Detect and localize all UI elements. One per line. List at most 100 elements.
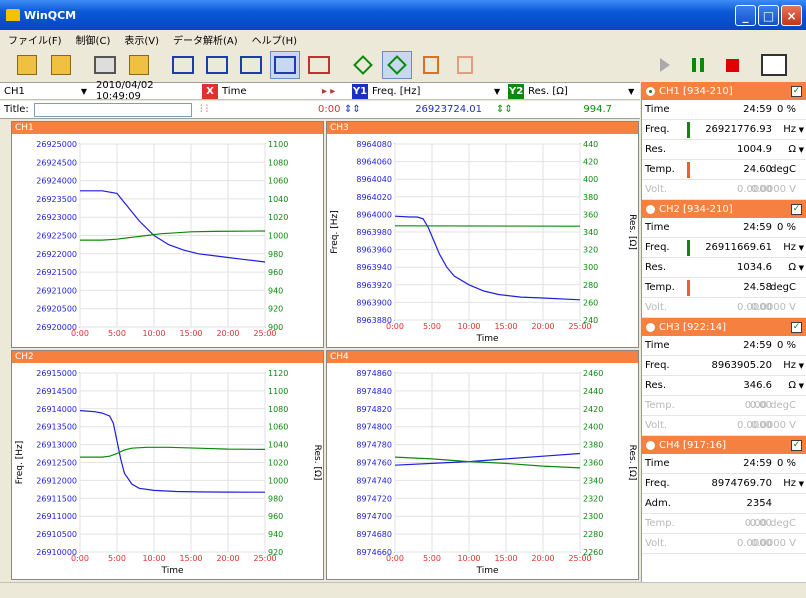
channel-select-value: CH1 [4, 85, 25, 97]
close-button[interactable]: × [781, 5, 802, 26]
channel-enable-checkbox[interactable]: ✓ [791, 203, 802, 215]
readout-unit: 0.0000 V [750, 184, 796, 195]
x-tick-label: 10:00 [457, 322, 480, 331]
chart-ch1[interactable]: 26925000 1100 26924500 1080 26924000 1060 2692… [12, 134, 323, 347]
y2-tick-label: 2300 [583, 512, 603, 521]
y1-tick-label: 8974820 [356, 405, 392, 414]
axis-arrow-icon[interactable]: ▸ ▸ [322, 85, 336, 97]
readout-label: Temp. [645, 400, 675, 411]
cursor-a-icon [353, 55, 373, 75]
y2-tick-label: 1120 [268, 369, 288, 378]
x-cursor-icon[interactable]: ⫶ ⫶ [200, 104, 209, 115]
y2-axis-label: Res. [Ω] [312, 445, 322, 481]
channel-header-label: CH4 [917:16] [659, 439, 727, 451]
marker-b-icon [457, 56, 473, 74]
y1-cursor-icon[interactable]: ⇕⇕ [344, 104, 361, 115]
channel-radio[interactable] [646, 86, 655, 96]
y2-tick-label: 980 [268, 250, 283, 259]
pen-icon[interactable] [760, 54, 787, 76]
channel-select[interactable]: CH1 ▼ [0, 86, 96, 97]
readout-value: 0.0000 [737, 420, 772, 431]
chart-panel-ch2: CH2 26915000 1120 26914500 1100 26914000 1080… [11, 350, 324, 580]
print-button[interactable] [90, 51, 120, 79]
readout-label: Freq. [645, 360, 670, 371]
channel-enable-checkbox[interactable]: ✓ [791, 85, 802, 97]
chevron-down-icon[interactable]: ▼ [798, 263, 804, 272]
y1-tick-label: 8964080 [356, 140, 392, 149]
readout-value: 24:59 [743, 104, 772, 115]
y2-tick-label: 280 [583, 281, 598, 290]
channel-radio[interactable] [646, 322, 655, 332]
readout-row: Volt. 0.0000 0.0000 V [642, 298, 806, 318]
menu-file[interactable]: ファイル(F) [8, 35, 62, 47]
new-file-button[interactable] [12, 51, 42, 79]
frequency-series-line [79, 410, 266, 493]
channel-header[interactable]: CH3 [922:14] ✓ [642, 318, 806, 336]
chevron-down-icon[interactable]: ▼ [798, 361, 804, 370]
minimize-button[interactable]: _ [735, 5, 756, 26]
channel-radio[interactable] [646, 204, 655, 214]
readout-value: 0.00 [749, 400, 772, 411]
chevron-down-icon[interactable]: ▼ [798, 125, 804, 134]
y1-tick-label: 26913500 [36, 423, 77, 432]
menu-help[interactable]: ヘルプ(H) [251, 35, 297, 47]
channel-header[interactable]: CH4 [917:16] ✓ [642, 436, 806, 454]
pause-icon[interactable] [691, 58, 704, 72]
chart-ch4[interactable]: 8974860 2460 8974840 2440 8974820 2420 8974800… [327, 363, 638, 579]
menu-bar: ファイル(F) 制御(C) 表示(V) データ解析(A) ヘルプ(H) [0, 30, 806, 48]
marker-b-button[interactable] [450, 51, 480, 79]
open-file-button[interactable] [46, 51, 76, 79]
cursor-a-button[interactable] [348, 51, 378, 79]
chevron-down-icon[interactable]: ▼ [798, 145, 804, 154]
readout-unit: 0.0000 V [750, 538, 796, 549]
chart-panel-title: CH3 [327, 122, 638, 134]
y2-axis-label: Res. [Ω] [627, 445, 637, 481]
maximize-button[interactable]: □ [758, 5, 779, 26]
chevron-down-icon[interactable]: ▼ [798, 381, 804, 390]
y2-axis-select[interactable]: Res. [Ω] [528, 85, 568, 97]
y1-tick-label: 26911500 [36, 494, 77, 503]
chevron-down-icon[interactable]: ▼ [494, 86, 501, 96]
y1-tick-label: 8974840 [356, 387, 392, 396]
y1-tick-label: 26922000 [36, 250, 77, 259]
new-icon [17, 55, 37, 75]
y1-axis-label: Freq. [Hz] [330, 210, 340, 254]
y2-tick-label: 920 [268, 548, 283, 557]
cursor-b-button[interactable] [382, 51, 412, 79]
x-axis-select[interactable]: Time [222, 85, 247, 97]
marker-a-button[interactable] [416, 51, 446, 79]
menu-view[interactable]: 表示(V) [124, 35, 160, 47]
channel-enable-checkbox[interactable]: ✓ [791, 439, 802, 451]
layout-2-button[interactable] [202, 51, 232, 79]
y1-tick-label: 8974760 [356, 459, 392, 468]
y2-tick-label: 1060 [268, 423, 288, 432]
chevron-down-icon[interactable]: ▼ [798, 479, 804, 488]
channel-enable-checkbox[interactable]: ✓ [791, 321, 802, 333]
channel-header[interactable]: CH1 [934-210] ✓ [642, 82, 806, 100]
cursor-b-icon [387, 55, 407, 75]
layout-4-icon [274, 56, 296, 74]
y2-tick-label: 300 [583, 263, 598, 272]
chevron-down-icon[interactable]: ▼ [628, 86, 635, 96]
y1-tick-label: 26925000 [36, 140, 77, 149]
layout-5-button[interactable] [304, 51, 334, 79]
readout-row: Temp. 0.00 0.00 degC [642, 514, 806, 534]
y1-axis-select[interactable]: Freq. [Hz] [372, 85, 421, 97]
menu-analysis[interactable]: データ解析(A) [173, 35, 238, 47]
stop-icon[interactable] [725, 58, 739, 72]
chevron-down-icon[interactable]: ▼ [798, 243, 804, 252]
play-icon[interactable] [659, 58, 670, 72]
layout-3-button[interactable] [236, 51, 266, 79]
chart-ch2[interactable]: 26915000 1120 26914500 1100 26914000 1080 2691… [12, 363, 323, 579]
chart-ch3[interactable]: 8964080 440 8964060 420 8964040 400 8964020 380… [327, 134, 638, 347]
y2-cursor-icon[interactable]: ⇕⇕ [496, 104, 513, 115]
channel-radio[interactable] [646, 440, 655, 450]
clipboard-button[interactable] [124, 51, 154, 79]
y1-tick-label: 26913000 [36, 441, 77, 450]
layout-1-button[interactable] [168, 51, 198, 79]
channel-header[interactable]: CH2 [934-210] ✓ [642, 200, 806, 218]
menu-control[interactable]: 制御(C) [75, 35, 111, 47]
readout-row: Adm. 2354 [642, 494, 806, 514]
layout-4-button[interactable] [270, 51, 300, 79]
title-input[interactable] [34, 102, 192, 117]
